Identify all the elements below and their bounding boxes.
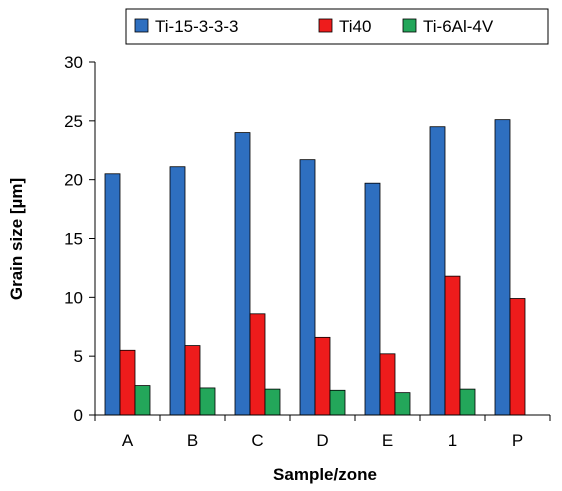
bar	[169, 166, 186, 416]
y-tick-label: 20	[64, 171, 83, 190]
x-tick-label: E	[382, 431, 393, 450]
x-tick-label: 1	[448, 431, 457, 450]
bar	[249, 313, 266, 416]
y-tick-label: 30	[64, 53, 83, 72]
legend-label: Ti-6Al-4V	[423, 17, 494, 36]
legend-swatch	[134, 18, 149, 33]
bar	[459, 388, 476, 416]
bar	[184, 345, 201, 416]
bar	[364, 182, 381, 416]
x-tick-label: C	[251, 431, 263, 450]
bar	[314, 336, 331, 416]
x-tick-label: P	[512, 431, 523, 450]
bar	[199, 387, 216, 416]
x-tick-label: B	[187, 431, 198, 450]
plot-area	[104, 119, 526, 416]
bar	[104, 173, 121, 416]
bar	[394, 392, 411, 416]
bar	[429, 126, 446, 416]
legend-label: Ti-15-3-3-3	[155, 17, 238, 36]
y-tick-label: 10	[64, 288, 83, 307]
legend-swatch	[402, 18, 417, 33]
legend-box	[125, 8, 549, 45]
bar	[329, 389, 346, 416]
bar	[379, 353, 396, 416]
bar	[119, 349, 136, 416]
y-axis: 0 5 10 15 20 25 30	[64, 53, 96, 425]
x-tick-label: A	[122, 431, 134, 450]
legend-label: Ti40	[339, 17, 371, 36]
bar	[299, 159, 316, 416]
legend: Ti-15-3-3-3 Ti40 Ti-6Al-4V	[125, 8, 549, 45]
legend-swatch	[318, 18, 333, 33]
x-axis-label: Sample/zone	[273, 465, 377, 484]
bar	[444, 275, 461, 416]
bar	[134, 385, 151, 416]
y-tick-label: 15	[64, 230, 83, 249]
bar	[264, 388, 281, 416]
y-tick-label: 0	[74, 406, 83, 425]
bar	[234, 132, 251, 416]
x-tick-label: D	[316, 431, 328, 450]
bar	[494, 119, 511, 416]
y-axis-label: Grain size [µm]	[7, 178, 26, 300]
y-tick-label: 5	[74, 347, 83, 366]
y-tick-label: 25	[64, 112, 83, 131]
bar	[509, 298, 526, 416]
x-axis: A B C D E 1 P	[94, 414, 551, 450]
